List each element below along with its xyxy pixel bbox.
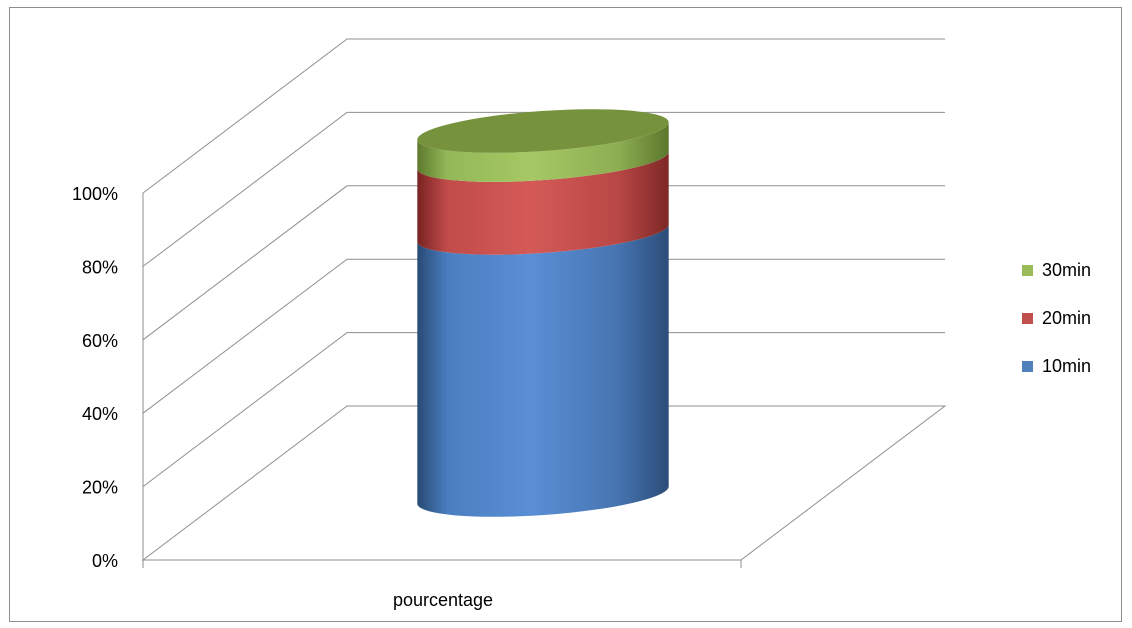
y-tick-label: 100%	[72, 184, 118, 204]
chart-walls	[141, 38, 947, 568]
legend-label: 10min	[1042, 356, 1091, 376]
legend-label: 20min	[1042, 308, 1091, 328]
y-axis: 0% 20% 40% 60% 80% 100%	[72, 184, 118, 571]
bar-segment-10min	[417, 224, 669, 517]
x-category-label: pourcentage	[393, 590, 493, 610]
gridline	[142, 38, 945, 194]
x-axis: pourcentage	[393, 590, 493, 610]
gridline	[142, 258, 945, 414]
y-tick-label: 0%	[92, 551, 118, 571]
legend-item-10min: 10min	[1022, 356, 1091, 376]
y-tick-label: 80%	[82, 257, 118, 277]
y-tick-label: 40%	[82, 404, 118, 424]
legend-swatch	[1022, 265, 1033, 276]
legend-item-30min: 30min	[1022, 260, 1091, 280]
bar-segment-20min	[417, 151, 669, 255]
bar-segment-30min	[417, 122, 669, 182]
legend-item-20min: 20min	[1022, 308, 1091, 328]
bar-top-cap	[417, 109, 669, 153]
cylinder-stack	[417, 109, 669, 517]
y-tick-label: 20%	[82, 478, 118, 498]
y-tick-label: 60%	[82, 331, 118, 351]
gridline	[142, 111, 945, 267]
gridline	[142, 185, 945, 341]
legend-label: 30min	[1042, 260, 1091, 280]
legend: 30min 20min 10min	[1022, 260, 1091, 376]
gridline	[142, 332, 945, 487]
floor	[141, 405, 947, 561]
legend-swatch	[1022, 313, 1033, 324]
legend-swatch	[1022, 361, 1033, 372]
